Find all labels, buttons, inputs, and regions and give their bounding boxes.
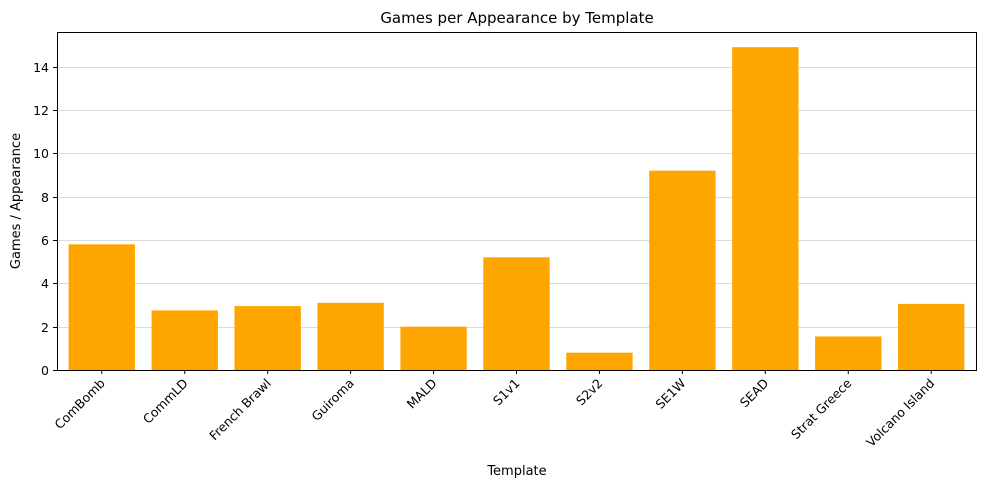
x-tick-label: MALD <box>404 376 440 412</box>
bars <box>68 47 965 371</box>
x-tick-label: ComBomb <box>51 375 108 432</box>
bar-commld <box>151 310 218 370</box>
x-tick-label: SE1W <box>652 376 688 412</box>
x-tick-label: Volcano Island <box>863 376 937 450</box>
y-tick-label: 8 <box>41 190 49 205</box>
x-tick-label: Strat Greece <box>788 375 855 442</box>
y-tick-label: 6 <box>41 233 49 248</box>
x-tick-label: CommLD <box>140 376 191 427</box>
bar-french-brawl <box>234 306 301 370</box>
y-tick-label: 0 <box>41 363 49 378</box>
bar-strat-greece <box>815 336 882 370</box>
x-tick-label: S1v1 <box>490 376 523 409</box>
chart-title: Games per Appearance by Template <box>380 9 653 27</box>
gridlines <box>57 67 976 328</box>
x-tick-label: Guiroma <box>308 376 356 424</box>
y-axis-ticks: 0 2 4 6 8 10 12 14 <box>33 60 57 378</box>
bar-s2v2 <box>566 352 633 370</box>
y-axis-label: Games / Appearance <box>9 133 24 269</box>
x-tick-label: French Brawl <box>206 376 274 444</box>
x-axis-ticks: ComBomb CommLD French Brawl Guiroma MALD S1v1… <box>51 370 937 450</box>
x-tick-label: S2v2 <box>573 376 606 409</box>
bar-mald <box>400 326 467 370</box>
y-tick-label: 2 <box>41 320 49 335</box>
bar-s1v1 <box>483 257 550 370</box>
y-tick-label: 10 <box>33 146 49 161</box>
bar-sead <box>732 47 799 371</box>
y-tick-label: 12 <box>33 103 49 118</box>
y-tick-label: 4 <box>41 276 49 291</box>
y-tick-label: 14 <box>33 60 49 75</box>
bar-volcano-island <box>898 303 965 370</box>
x-axis-label: Template <box>486 464 546 479</box>
bar-se1w <box>649 170 716 370</box>
bar-combomb <box>68 244 135 370</box>
bar-guiroma <box>317 302 384 370</box>
x-tick-label: SEAD <box>737 376 772 411</box>
